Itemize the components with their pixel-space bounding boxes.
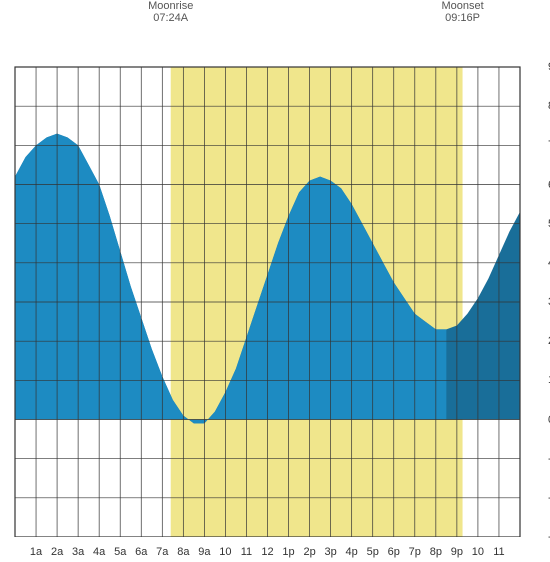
x-axis-labels: 1a 2a 3a 4a 5a 6a 7a 8a 9a 10 11 12 1p 2p 3p 4p 5p 6p 7p 8p…	[0, 542, 550, 562]
x-tick-label: 2a	[51, 546, 63, 558]
x-tick-label: 10	[219, 546, 231, 558]
x-tick-label: 3a	[72, 546, 84, 558]
x-tick-label: 11	[493, 546, 504, 558]
header-labels: Moonrise 07:24A Moonset 09:16P	[0, 0, 550, 32]
moonrise-label: Moonrise 07:24A	[148, 0, 193, 24]
moonset-title: Moonset	[441, 0, 483, 12]
tide-chart	[0, 32, 550, 537]
x-tick-label: 12	[261, 546, 273, 558]
x-tick-label: 6a	[135, 546, 147, 558]
x-tick-label: 8a	[177, 546, 189, 558]
x-tick-label: 7a	[156, 546, 168, 558]
x-tick-label: 4a	[93, 546, 105, 558]
x-tick-label: 9p	[451, 546, 463, 558]
moonrise-title: Moonrise	[148, 0, 193, 12]
x-tick-label: 3p	[325, 546, 337, 558]
chart-wrap: -3-2-10123456789	[0, 32, 550, 542]
moonrise-time: 07:24A	[148, 12, 193, 24]
moonset-time: 09:16P	[441, 12, 483, 24]
x-tick-label: 8p	[430, 546, 442, 558]
x-tick-label: 1p	[282, 546, 294, 558]
x-tick-label: 5a	[114, 546, 126, 558]
x-tick-label: 7p	[409, 546, 421, 558]
x-tick-label: 9a	[198, 546, 210, 558]
x-tick-label: 4p	[346, 546, 358, 558]
x-tick-label: 2p	[303, 546, 315, 558]
x-tick-label: 10	[472, 546, 484, 558]
moonset-label: Moonset 09:16P	[441, 0, 483, 24]
x-tick-label: 1a	[30, 546, 42, 558]
x-tick-label: 5p	[367, 546, 379, 558]
x-tick-label: 6p	[388, 546, 400, 558]
x-tick-label: 11	[241, 546, 252, 558]
